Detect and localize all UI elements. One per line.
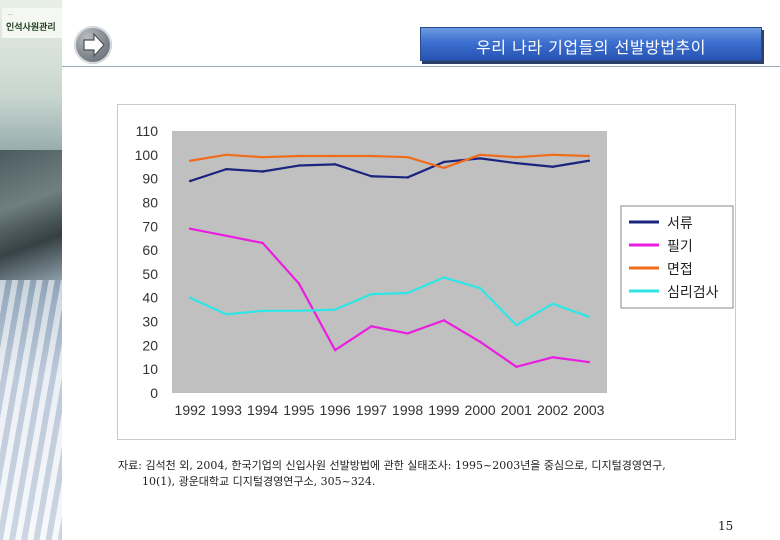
x-tick-label: 2003 [573, 402, 604, 418]
y-tick-label: 60 [142, 242, 158, 258]
data-point [515, 323, 518, 327]
slide-title: 우리 나라 기업들의 선발방법추이 [476, 38, 706, 57]
x-tick-label: 1993 [211, 402, 242, 418]
y-tick-label: 90 [142, 171, 158, 187]
y-tick-label: 20 [142, 337, 158, 353]
header-divider [62, 66, 780, 67]
data-point [587, 159, 591, 162]
data-point [442, 160, 446, 164]
x-tick-label: 1998 [392, 402, 423, 418]
x-tick-label: 2001 [501, 402, 532, 418]
data-point [515, 156, 518, 159]
data-point [478, 153, 482, 157]
series-line-2 [189, 227, 590, 368]
data-point [551, 165, 554, 168]
next-arrow-button[interactable] [74, 26, 112, 64]
data-point [225, 234, 228, 237]
y-tick-label: 110 [136, 123, 159, 139]
data-point [297, 282, 301, 285]
data-point [587, 360, 591, 364]
data-point [333, 348, 337, 352]
y-tick-label: 30 [142, 314, 158, 330]
data-point [370, 154, 373, 158]
data-point [188, 159, 192, 162]
series-line-4 [189, 276, 590, 327]
y-tick-label: 50 [142, 266, 158, 282]
right-arrow-icon [83, 32, 105, 58]
data-point [442, 166, 446, 170]
data-point [442, 319, 446, 322]
sidebar-photo [0, 150, 62, 280]
data-point [406, 332, 409, 335]
source-citation: 자료: 김석천 외, 2004, 한국기업의 신입사원 선발방법에 관한 실태조… [118, 458, 758, 490]
data-point [261, 241, 264, 245]
data-point [188, 179, 192, 183]
source-line-1: 자료: 김석천 외, 2004, 한국기업의 신입사원 선발방법에 관한 실태조… [118, 459, 666, 472]
legend-label: 면접 [667, 262, 693, 278]
series-line-3 [189, 153, 589, 170]
data-point [478, 287, 482, 290]
logo-name: 인석사원관리 [6, 23, 56, 33]
data-point [551, 302, 554, 305]
data-point [515, 365, 518, 368]
company-logo: … 인석사원관리 [2, 8, 62, 38]
data-point [478, 340, 482, 343]
x-tick-label: 1997 [356, 402, 387, 418]
y-tick-label: 40 [142, 290, 158, 306]
data-point [261, 170, 264, 173]
data-point [188, 296, 192, 299]
data-point [297, 309, 301, 313]
data-point [370, 292, 373, 296]
data-point [370, 325, 373, 328]
data-point [442, 276, 446, 279]
data-point [370, 175, 373, 178]
line-chart: 0 10 20 30 40 50 60 70 80 90 100 110 1992 1993 1994 199… [117, 104, 736, 440]
x-tick-label: 1994 [247, 402, 278, 418]
data-point [261, 156, 264, 159]
data-point [333, 154, 337, 158]
data-point [297, 164, 301, 167]
data-point [551, 356, 554, 359]
y-tick-label: 10 [142, 361, 158, 377]
x-tick-label: 2000 [465, 402, 496, 418]
series-line-1 [189, 157, 590, 183]
y-tick-label: 0 [150, 385, 158, 401]
data-point [333, 308, 337, 311]
y-tick-label: 70 [142, 218, 158, 234]
data-point [406, 291, 409, 295]
data-point [225, 167, 228, 171]
data-point [551, 153, 554, 157]
logo-small-text: … [8, 11, 13, 17]
source-line-2: 10(1), 광운대학교 디지털경영연구소, 305~324. [142, 475, 376, 488]
chart-svg: 0 10 20 30 40 50 60 70 80 90 100 110 1992 1993 1994 199… [135, 123, 734, 418]
legend-label: 필기 [667, 239, 693, 255]
data-point [515, 161, 518, 165]
data-point [406, 176, 409, 179]
data-point [297, 154, 301, 158]
x-tick-label: 1999 [428, 402, 459, 418]
x-tick-label: 1996 [320, 402, 351, 418]
sidebar-decoration: … 인석사원관리 [0, 0, 62, 540]
data-point [587, 315, 591, 318]
data-point [333, 163, 337, 166]
plot-area [172, 131, 607, 393]
y-tick-label: 80 [142, 194, 158, 210]
legend-label: 서류 [667, 216, 693, 232]
x-tick-label: 1995 [283, 402, 314, 418]
data-point [406, 156, 409, 159]
data-point [261, 309, 264, 313]
x-tick-label: 1992 [175, 402, 206, 418]
data-point [587, 154, 591, 158]
sidebar-pattern [0, 280, 62, 540]
data-point [225, 313, 228, 316]
page-number: 15 [718, 519, 734, 533]
data-point [225, 153, 228, 157]
data-point [188, 227, 192, 230]
x-tick-label: 2002 [537, 402, 568, 418]
slide-title-banner: 우리 나라 기업들의 선발방법추이 [420, 27, 762, 61]
data-point [478, 157, 482, 160]
legend-label: 심리검사 [667, 285, 719, 301]
y-tick-label: 100 [135, 147, 159, 163]
